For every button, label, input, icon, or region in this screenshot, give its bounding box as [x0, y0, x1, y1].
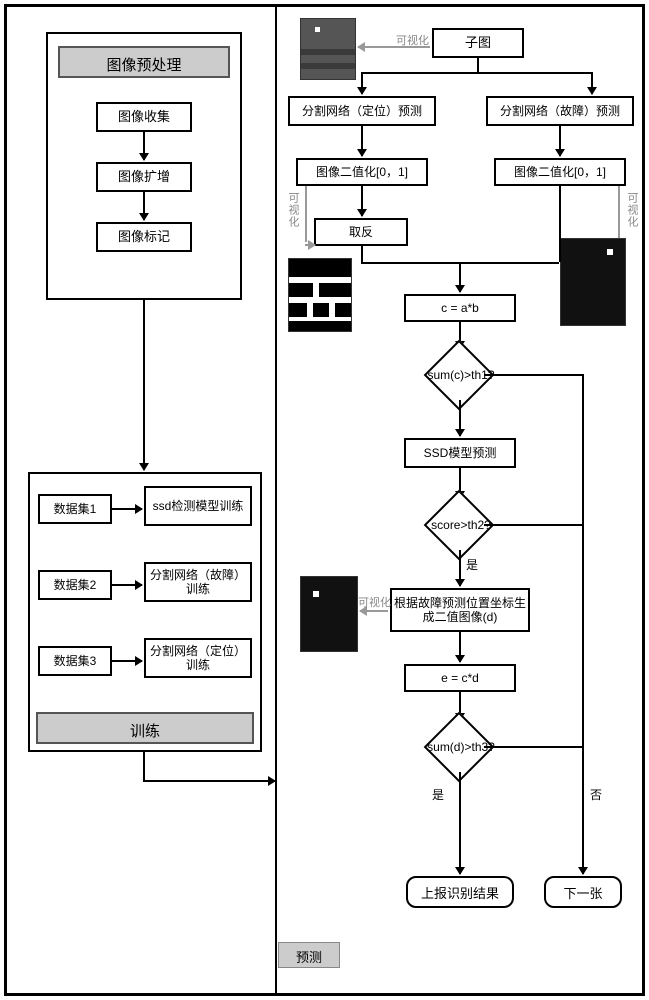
arrow [143, 780, 275, 782]
viz-note-right: 可视化 [624, 192, 640, 228]
arrow [143, 300, 145, 470]
arrow [361, 72, 363, 94]
mul-cd-box: e = c*d [404, 664, 516, 692]
next-terminal: 下一张 [544, 876, 622, 908]
yes-label-3: 是 [432, 786, 444, 803]
thumb-mask-b [560, 238, 626, 326]
ssd-predict-box: SSD模型预测 [404, 438, 516, 468]
line [477, 58, 479, 72]
arrow [112, 660, 142, 662]
step-augment: 图像扩增 [96, 162, 192, 192]
arrow [112, 584, 142, 586]
seg-pos-box: 分割网络（定位）预测 [288, 96, 436, 126]
line [361, 246, 363, 262]
yes-label-2: 是 [466, 556, 478, 573]
arrow [459, 772, 461, 874]
dataset-2: 数据集2 [38, 570, 112, 600]
train-ssd: ssd检测模型训练 [144, 486, 252, 526]
predict-tag: 预测 [278, 942, 340, 968]
arrow [143, 192, 145, 220]
viz-arrow [305, 244, 315, 246]
line [484, 374, 582, 376]
arrow [591, 72, 593, 94]
viz-note-left: 可视化 [285, 192, 301, 228]
arrow [582, 746, 584, 874]
dataset-1: 数据集1 [38, 494, 112, 524]
sub-image-box: 子图 [432, 28, 524, 58]
thumb-d [300, 576, 358, 652]
train-seg-pos: 分割网络（定位）训练 [144, 638, 252, 678]
line [582, 374, 584, 746]
viz-note: 可视化 [396, 32, 429, 48]
arrow [361, 126, 363, 156]
arrow [459, 400, 461, 436]
train-title: 训练 [36, 712, 254, 744]
line [484, 746, 582, 748]
arrow [361, 186, 363, 216]
viz-line [618, 186, 620, 242]
line [361, 72, 593, 74]
report-terminal: 上报识别结果 [406, 876, 514, 908]
arrow [143, 132, 145, 160]
bin-left: 图像二值化[0，1] [296, 158, 428, 186]
thumb-input [300, 18, 356, 80]
viz-note-d: 可视化 [358, 594, 391, 610]
step-collect: 图像收集 [96, 102, 192, 132]
mul-ab-box: c = a*b [404, 294, 516, 322]
arrow [459, 632, 461, 662]
line [559, 236, 561, 262]
train-seg-fault: 分割网络（故障）训练 [144, 562, 252, 602]
no-label: 否 [590, 786, 602, 803]
viz-line [305, 186, 307, 242]
gen-d-box: 根据故障预测位置坐标生成二值图像(d) [390, 588, 530, 632]
line [143, 752, 145, 780]
arrow [459, 262, 461, 292]
arrow [559, 126, 561, 156]
arrow [459, 550, 461, 586]
viz-arrow [360, 610, 388, 612]
invert-box: 取反 [314, 218, 408, 246]
dataset-3: 数据集3 [38, 646, 112, 676]
step-label: 图像标记 [96, 222, 192, 252]
arrow [112, 508, 142, 510]
vertical-divider [275, 4, 277, 996]
thumb-mask-a [288, 258, 352, 332]
bin-right: 图像二值化[0，1] [494, 158, 626, 186]
preproc-title: 图像预处理 [58, 46, 230, 78]
line [559, 186, 561, 236]
line [484, 524, 582, 526]
seg-fault-box: 分割网络（故障）预测 [486, 96, 634, 126]
